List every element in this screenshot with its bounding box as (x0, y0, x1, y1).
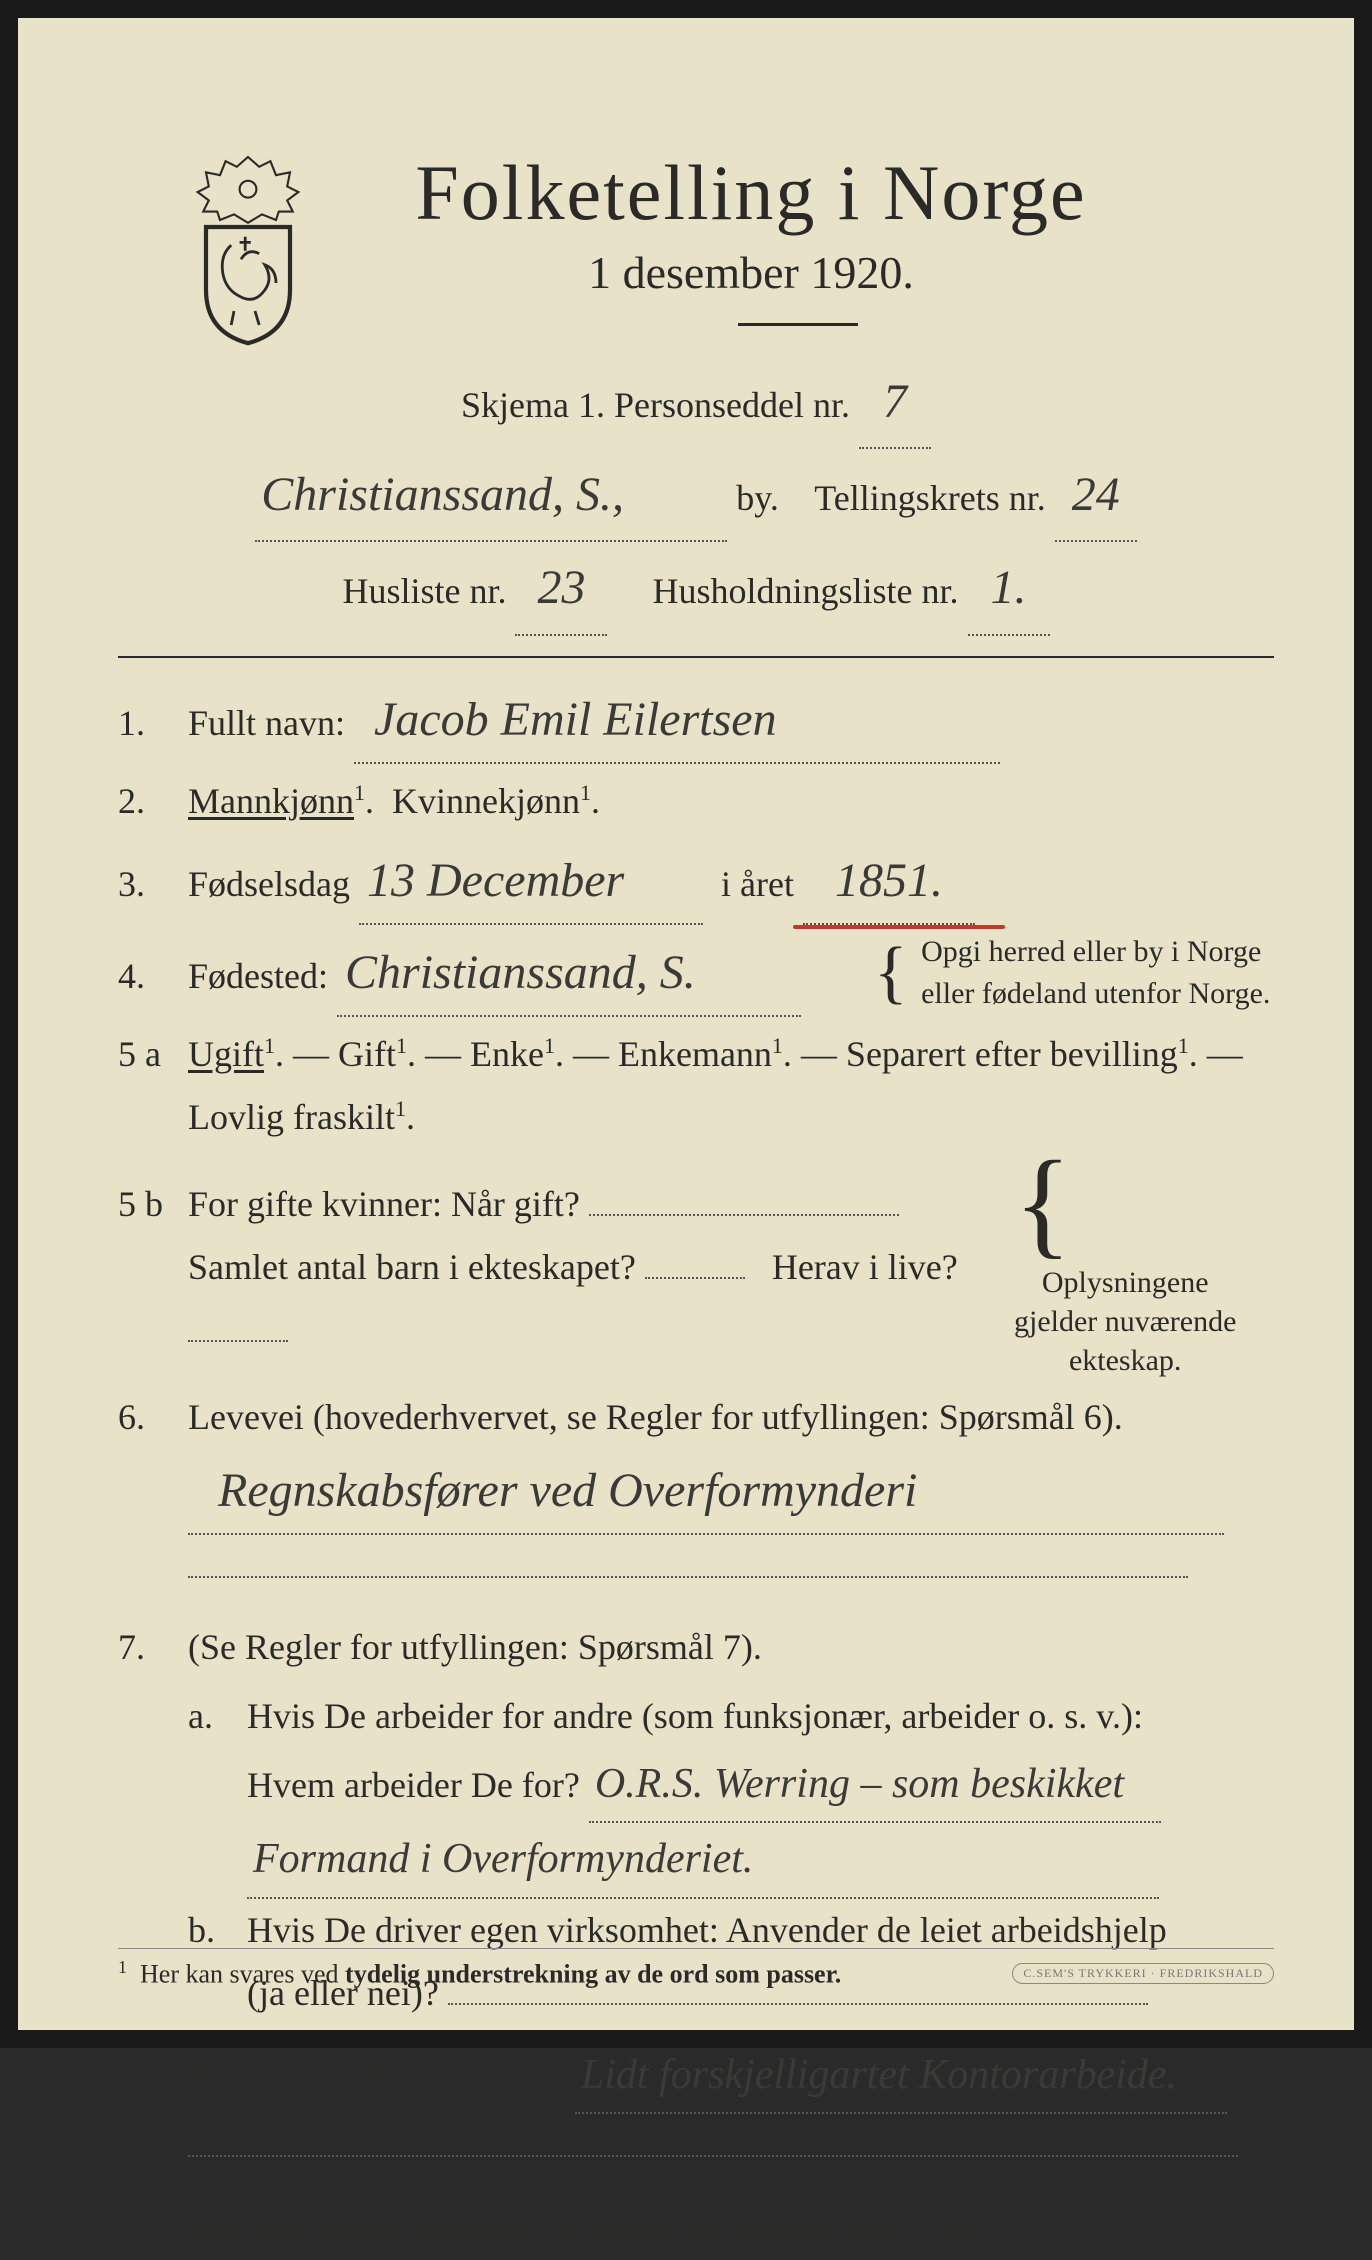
meta-line-3: Husliste nr. 23 Husholdningsliste nr. 1. (118, 542, 1274, 635)
q3-mid: i året (721, 864, 794, 904)
footnote-num: 1 (118, 1957, 127, 1977)
q5b-l2a: Samlet antal barn i ekteskapet? (188, 1247, 636, 1287)
q5a-fraskilt: Lovlig fraskilt (188, 1097, 395, 1137)
printer-stamp: C.SEM'S TRYKKERI · FREDRIKSHALD (1012, 1963, 1274, 1984)
tail-note: Har man ingen biinntekt av nogen betydni… (118, 2197, 1274, 2260)
q4-value: Christianssand, S. (337, 931, 801, 1017)
q5a-separert: Separert efter bevilling (846, 1034, 1178, 1074)
q1-value: Jacob Emil Eilertsen (354, 678, 1000, 764)
q7a-l1: Hvis De arbeider for andre (som funksjon… (247, 1696, 1143, 1736)
questions: 1. Fullt navn: Jacob Emil Eilertsen 2. M… (118, 678, 1274, 2260)
by-label: by. (736, 478, 779, 518)
q8: 8. Bierhverv (eller biinntekt) Lidt fors… (118, 2039, 1274, 2178)
q7a-l2: Hvem arbeider De for? (247, 1765, 580, 1805)
q3: 3. Fødselsdag 13 December i året 1851. (118, 839, 1274, 925)
husholdning-label: Husholdningsliste nr. (652, 571, 958, 611)
q3-label: Fødselsdag (188, 864, 350, 904)
q1-num: 1. (118, 692, 188, 755)
q7-label: (Se Regler for utfyllingen: Spørsmål 7). (188, 1627, 762, 1667)
q4-num: 4. (118, 945, 188, 1008)
q8-num: 8. (118, 2045, 188, 2108)
q5b-l2b: Herav i live? (772, 1247, 958, 1287)
q7b-l1: Hvis De driver egen virksomhet: Anvender… (247, 1910, 1167, 1950)
city: Christianssand, S., (255, 449, 727, 542)
husholdning-nr: 1. (968, 542, 1050, 635)
q3-year: 1851. (803, 839, 975, 925)
q8-label: Bierhverv (eller biinntekt) (188, 2056, 566, 2096)
q5b-note-l1: Oplysningene (1042, 1266, 1209, 1299)
hr-1 (118, 656, 1274, 658)
q5a-num: 5 a (118, 1023, 188, 1086)
q2-male: Mannkjønn (188, 781, 354, 821)
q1-label: Fullt navn: (188, 703, 345, 743)
q3-num: 3. (118, 853, 188, 916)
q5b-note: { Oplysningene gjelder nuværende ekteska… (1014, 1155, 1274, 1380)
q5a-enke: Enke (470, 1034, 544, 1074)
footer: 1 Her kan svares ved tydelig understrekn… (118, 1948, 1274, 1990)
q7-num: 7. (118, 1616, 188, 1679)
q5b-l1a: For gifte kvinner: Når gift? (188, 1184, 580, 1224)
q1: 1. Fullt navn: Jacob Emil Eilertsen (118, 678, 1274, 764)
q4: 4. Fødested: Christianssand, S. { Opgi h… (118, 931, 1274, 1017)
q7a: a. Hvis De arbeider for andre (som funks… (188, 1685, 1274, 1899)
census-form-page: Folketelling i Norge 1 desember 1920. Sk… (0, 0, 1372, 2048)
q6-label: Levevei (hovederhvervet, se Regler for u… (188, 1397, 1123, 1437)
husliste-label: Husliste nr. (342, 571, 506, 611)
q6-value: Regnskabsfører ved Overformynderi (188, 1449, 1224, 1535)
meta-line-2: Christianssand, S., by. Tellingskrets nr… (118, 449, 1274, 542)
q2-female: Kvinnekjønn (392, 781, 580, 821)
tellingskrets-nr: 24 (1055, 449, 1137, 542)
subtitle: 1 desember 1920. (228, 246, 1274, 299)
q6-num: 6. (118, 1386, 188, 1449)
q6: 6. Levevei (hovederhvervet, se Regler fo… (118, 1386, 1274, 1598)
q5a-gift: Gift (338, 1034, 396, 1074)
tellingskrets-label: Tellingskrets nr. (814, 478, 1045, 518)
q5a-ugift: Ugift (188, 1034, 264, 1074)
personseddel-nr: 7 (859, 356, 931, 449)
q5b-num: 5 b (118, 1173, 188, 1236)
q5a-enkemann: Enkemann (618, 1034, 772, 1074)
coat-of-arms (178, 148, 318, 348)
footnote-text: Her kan svares ved tydelig understreknin… (140, 1960, 841, 1989)
divider (738, 323, 858, 326)
q4-note-l2: eller fødeland utenfor Norge. (921, 977, 1270, 1010)
q3-daymonth: 13 December (359, 839, 703, 925)
q7a-value-l2: Formand i Overformynderiet. (247, 1823, 1159, 1899)
tail-note-text: Har man ingen biinntekt av nogen betydni… (188, 2208, 1014, 2248)
husliste-nr: 23 (515, 542, 607, 635)
q5b-note-l3: ekteskap. (1069, 1344, 1181, 1377)
q5b: 5 b For gifte kvinner: Når gift? Samlet … (118, 1155, 1274, 1380)
title: Folketelling i Norge (228, 148, 1274, 238)
q5b-note-l2: gjelder nuværende (1014, 1305, 1236, 1338)
q4-note: { Opgi herred eller by i Norge eller fød… (864, 931, 1274, 1015)
q8-value: Lidt forskjelligartet Kontorarbeide. (575, 2039, 1227, 2115)
q4-label: Fødested: (188, 956, 328, 996)
q4-note-l1: Opgi herred eller by i Norge (921, 935, 1261, 968)
q5a: 5 a Ugift1. — Gift1. — Enke1. — Enkemann… (118, 1023, 1274, 1149)
q7: 7. (Se Regler for utfyllingen: Spørsmål … (118, 1616, 1274, 1679)
q2-num: 2. (118, 770, 188, 833)
q7a-value-l1: O.R.S. Werring – som beskikket (589, 1748, 1161, 1824)
meta-line-1: Skjema 1. Personseddel nr. 7 (118, 356, 1274, 449)
q2: 2. Mannkjønn1. Kvinnekjønn1. (118, 770, 1274, 833)
skjema-label: Skjema 1. Personseddel nr. (461, 385, 850, 425)
